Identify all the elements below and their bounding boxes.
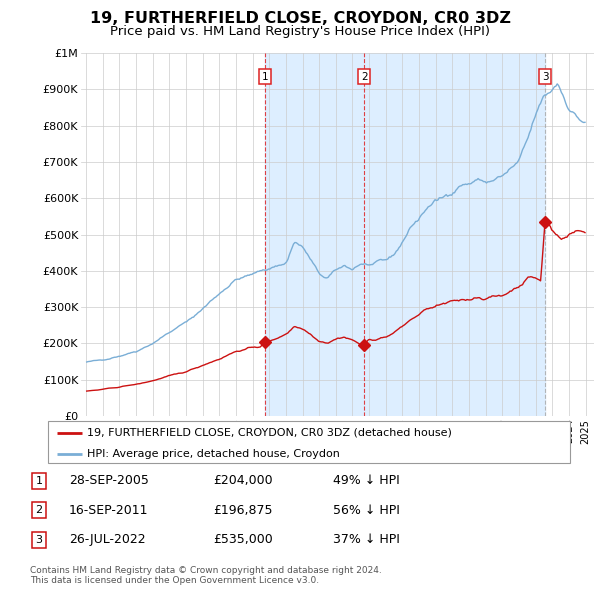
Text: HPI: Average price, detached house, Croydon: HPI: Average price, detached house, Croy… [87, 449, 340, 459]
Text: Price paid vs. HM Land Registry's House Price Index (HPI): Price paid vs. HM Land Registry's House … [110, 25, 490, 38]
Bar [265, 53, 545, 416]
Text: 3: 3 [542, 72, 548, 81]
Text: 37% ↓ HPI: 37% ↓ HPI [333, 533, 400, 546]
Text: 2: 2 [35, 506, 43, 515]
Text: £204,000: £204,000 [213, 474, 272, 487]
Text: 3: 3 [35, 535, 43, 545]
Text: 1: 1 [262, 72, 268, 81]
Text: 19, FURTHERFIELD CLOSE, CROYDON, CR0 3DZ: 19, FURTHERFIELD CLOSE, CROYDON, CR0 3DZ [89, 11, 511, 25]
Text: 1: 1 [35, 476, 43, 486]
Text: £535,000: £535,000 [213, 533, 273, 546]
Text: 16-SEP-2011: 16-SEP-2011 [69, 504, 149, 517]
Text: 26-JUL-2022: 26-JUL-2022 [69, 533, 146, 546]
Text: 56% ↓ HPI: 56% ↓ HPI [333, 504, 400, 517]
Text: £196,875: £196,875 [213, 504, 272, 517]
FancyBboxPatch shape [48, 421, 570, 463]
Text: Contains HM Land Registry data © Crown copyright and database right 2024.
This d: Contains HM Land Registry data © Crown c… [30, 566, 382, 585]
Text: 2: 2 [361, 72, 368, 81]
Text: 49% ↓ HPI: 49% ↓ HPI [333, 474, 400, 487]
Text: 28-SEP-2005: 28-SEP-2005 [69, 474, 149, 487]
Text: 19, FURTHERFIELD CLOSE, CROYDON, CR0 3DZ (detached house): 19, FURTHERFIELD CLOSE, CROYDON, CR0 3DZ… [87, 428, 452, 438]
